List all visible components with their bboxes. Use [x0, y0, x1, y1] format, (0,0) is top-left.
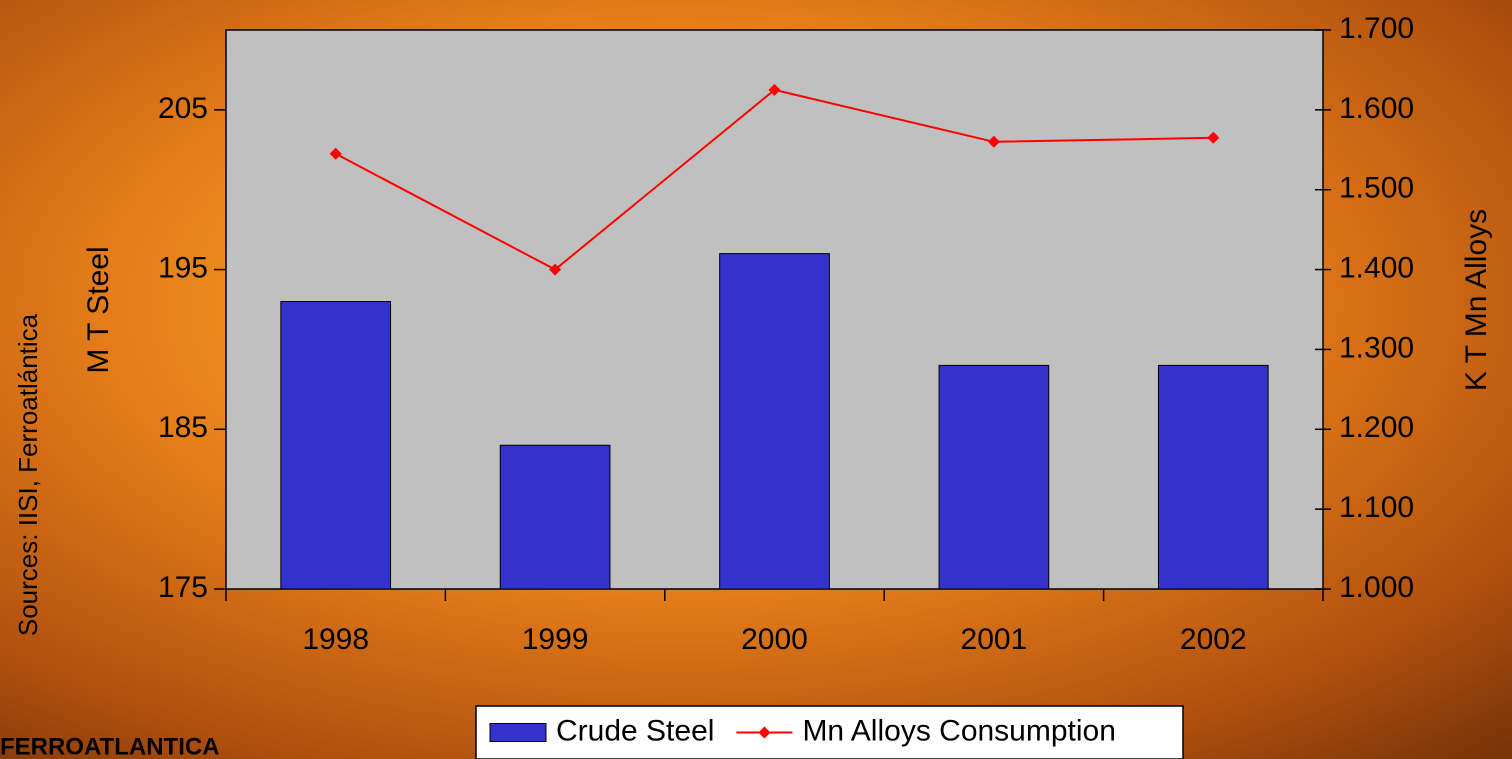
- y2-tick-label: 1.200: [1339, 411, 1414, 444]
- x-tick-label: 1998: [302, 623, 369, 656]
- line-marker: [1207, 131, 1220, 144]
- legend-label: Crude Steel: [556, 714, 714, 747]
- line-marker: [987, 135, 1000, 148]
- y2-tick-label: 1.400: [1339, 251, 1414, 284]
- y-tick-label: 185: [158, 411, 208, 444]
- y2-tick-label: 1.100: [1339, 491, 1414, 524]
- x-tick-label: 2000: [741, 623, 808, 656]
- legend-swatch: [489, 723, 547, 742]
- y-tick-label: 175: [158, 571, 208, 604]
- y-tick-label: 205: [158, 92, 208, 125]
- bar: [938, 364, 1050, 590]
- source-note: Sources: IISI, Ferroatlántica: [13, 313, 43, 636]
- x-tick-label: 1999: [522, 623, 589, 656]
- y2-tick-label: 1.700: [1339, 12, 1414, 45]
- line-marker: [329, 147, 342, 160]
- legend-label: Mn Alloys Consumption: [802, 714, 1115, 747]
- y2-tick-label: 1.500: [1339, 172, 1414, 205]
- line-marker: [549, 263, 562, 276]
- y-axis-label: M T Steel: [82, 246, 115, 373]
- y-tick-label: 195: [158, 251, 208, 284]
- y2-axis-label: K T Mn Alloys: [1460, 209, 1493, 391]
- bar: [280, 301, 392, 590]
- x-tick-label: 2002: [1180, 623, 1247, 656]
- x-tick-label: 2001: [961, 623, 1028, 656]
- brand: FERROATLANTICA: [0, 733, 220, 759]
- line-marker: [768, 83, 781, 96]
- bar: [1157, 364, 1269, 590]
- y2-tick-label: 1.000: [1339, 571, 1414, 604]
- bar: [719, 253, 830, 590]
- legend-box: [475, 705, 1184, 759]
- legend-marker: [758, 726, 771, 739]
- y2-tick-label: 1.300: [1339, 331, 1414, 364]
- bar: [499, 444, 611, 590]
- y2-tick-label: 1.600: [1339, 92, 1414, 125]
